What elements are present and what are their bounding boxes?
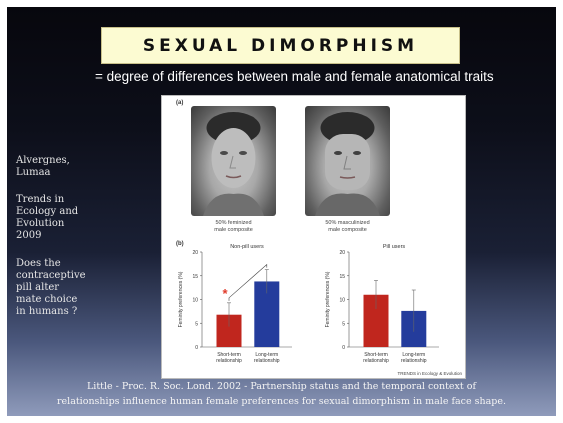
author-line: Lumaa bbox=[16, 167, 51, 178]
journal-line: Ecology and bbox=[16, 206, 79, 217]
journal-line: 2009 bbox=[16, 230, 42, 241]
significance-bracket bbox=[228, 263, 268, 301]
face-portrait-icon bbox=[315, 112, 380, 216]
y-tick-label: 20 bbox=[339, 250, 345, 256]
sidebar-journal: Trends in Ecology and Evolution 2009 bbox=[16, 194, 96, 242]
author-line: Alvergnes, bbox=[16, 155, 70, 166]
chart-pill-users: Pill users Feminity preferences (%) 0 5 10 15… bbox=[325, 244, 439, 364]
slide: SEXUAL DIMORPHISM = degree of difference… bbox=[7, 7, 556, 416]
panel-b-label: (b) bbox=[176, 241, 184, 247]
question-line: contraceptive bbox=[16, 270, 86, 281]
caption-line: male composite bbox=[214, 227, 253, 233]
question-line: Does the bbox=[16, 258, 61, 269]
journal-line: Evolution bbox=[16, 218, 65, 229]
face-portrait-icon bbox=[203, 112, 264, 216]
masculinized-caption: 50% masculinized male composite bbox=[305, 220, 390, 234]
caption-line: 50% feminized bbox=[215, 220, 252, 226]
chart-non-pill-users: Non-pill users Feminity preferences (%) 0 5… bbox=[178, 244, 292, 364]
feminized-caption: 50% feminized male composite bbox=[191, 220, 276, 234]
y-tick-label: 10 bbox=[339, 298, 345, 304]
x-tick-label: Long-term bbox=[255, 352, 278, 358]
research-figure: (a) 50% femin bbox=[161, 95, 466, 379]
feminized-face-image bbox=[191, 106, 276, 216]
chart-title: Non-pill users bbox=[230, 244, 264, 250]
slide-subtitle: = degree of differences between male and… bbox=[95, 69, 494, 84]
significance-mark: * bbox=[222, 286, 228, 301]
title-banner: SEXUAL DIMORPHISM bbox=[101, 27, 460, 64]
sidebar-authors: Alvergnes, Lumaa bbox=[16, 155, 96, 179]
chart-title: Pill users bbox=[383, 244, 406, 250]
question-line: mate choice bbox=[16, 294, 78, 305]
y-tick-label: 5 bbox=[342, 321, 345, 327]
y-tick-label: 0 bbox=[195, 345, 198, 351]
y-axis-label: Feminity preferences (%) bbox=[178, 271, 184, 327]
y-axis-label: Feminity preferences (%) bbox=[325, 271, 331, 327]
masculinized-face-image bbox=[305, 106, 390, 216]
y-tick-label: 5 bbox=[195, 321, 198, 327]
slide-title: SEXUAL DIMORPHISM bbox=[142, 35, 419, 56]
caption-line: 50% masculinized bbox=[325, 220, 370, 226]
y-tick-label: 15 bbox=[339, 274, 345, 280]
figure-source: TRENDS in Ecology & Evolution bbox=[397, 371, 462, 376]
citation-footer: Little - Proc. R. Soc. Lond. 2002 - Part… bbox=[7, 379, 556, 409]
citation-line: Little - Proc. R. Soc. Lond. 2002 - Part… bbox=[87, 381, 476, 392]
x-tick-label: Short-term bbox=[217, 352, 241, 358]
x-tick-label: relationship bbox=[216, 358, 242, 364]
panel-a-label: (a) bbox=[176, 100, 184, 106]
caption-line: male composite bbox=[328, 227, 367, 233]
x-tick-label: relationship bbox=[254, 358, 280, 364]
y-tick-label: 0 bbox=[342, 345, 345, 351]
x-tick-label: Short-term bbox=[364, 352, 388, 358]
journal-line: Trends in bbox=[16, 194, 65, 205]
question-line: in humans ? bbox=[16, 306, 78, 317]
citation-line: relationships influence human female pre… bbox=[57, 396, 506, 407]
x-tick-label: relationship bbox=[363, 358, 389, 364]
y-tick-label: 15 bbox=[192, 274, 198, 280]
x-tick-label: Long-term bbox=[402, 352, 425, 358]
x-tick-label: relationship bbox=[401, 358, 427, 364]
y-tick-label: 10 bbox=[192, 298, 198, 304]
sidebar-question: Does the contraceptive pill alter mate c… bbox=[16, 258, 96, 318]
y-tick-label: 20 bbox=[192, 250, 198, 256]
question-line: pill alter bbox=[16, 282, 60, 293]
